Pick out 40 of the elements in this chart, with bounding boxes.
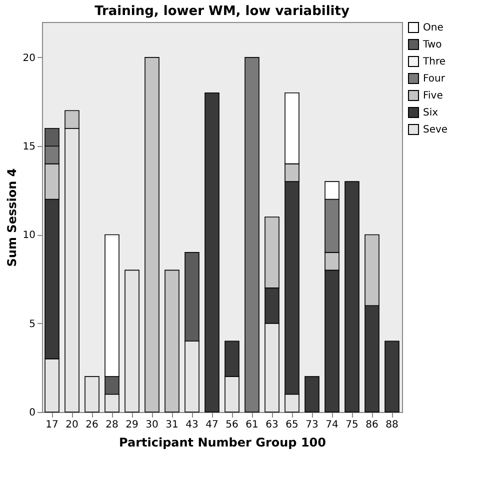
bar: [344, 181, 360, 412]
x-axis-title: Participant Number Group 100: [119, 436, 326, 450]
x-tick-label: 73: [306, 420, 318, 430]
x-tick-label: 47: [206, 420, 218, 430]
y-tick-label: 15: [22, 142, 36, 153]
x-tick-label: 88: [386, 420, 398, 430]
x-tick-label: 86: [366, 420, 378, 430]
x-tick-label: 20: [66, 420, 78, 430]
x-tick-label: 31: [166, 420, 178, 430]
legend-label: Six: [423, 108, 438, 118]
x-tick-label: 43: [186, 420, 198, 430]
bar: [144, 57, 160, 412]
bar: [204, 92, 220, 412]
chart-title: Training, lower WM, low variability: [94, 4, 350, 19]
x-tick-label: 29: [126, 420, 138, 430]
legend-label: One: [423, 22, 444, 34]
legend-label: Five: [423, 90, 443, 102]
y-axis-title: Sum Session 4: [4, 168, 19, 267]
x-tick-label: 61: [246, 420, 258, 430]
bar: [304, 376, 320, 412]
x-tick-label: 26: [86, 420, 98, 430]
bar: [244, 57, 260, 412]
legend-label: Two: [422, 40, 442, 50]
legend-label: Four: [423, 74, 446, 84]
x-tick-label: 17: [46, 420, 58, 430]
x-tick-label: 74: [326, 420, 338, 430]
x-tick-label: 28: [106, 420, 118, 430]
y-tick-label: 10: [22, 230, 36, 242]
legend-label: Seve: [423, 124, 448, 136]
y-tick-label: 20: [22, 52, 36, 64]
x-tick-label: 56: [226, 420, 238, 430]
legend-label: Thre: [422, 56, 446, 68]
x-tick-label: 30: [146, 420, 158, 430]
bar: [164, 270, 180, 412]
bar: [384, 340, 400, 412]
x-tick-label: 63: [266, 420, 278, 430]
y-tick-label: 5: [29, 318, 36, 330]
x-tick-label: 65: [286, 420, 298, 430]
y-tick-label: 0: [29, 408, 36, 418]
x-tick-label: 75: [346, 420, 358, 430]
